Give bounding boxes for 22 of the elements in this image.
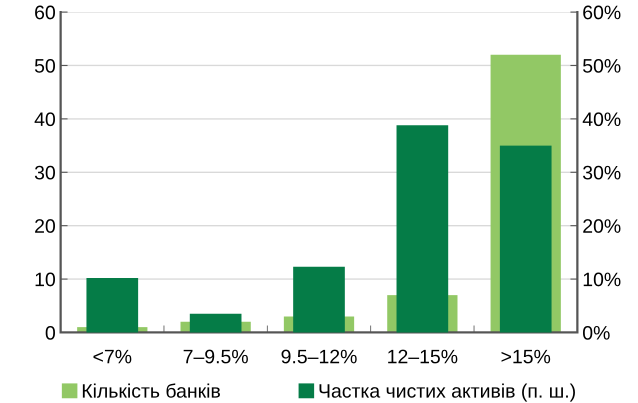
y-tick-label: 60 [35, 6, 55, 20]
y2-tick-label: 60% [583, 6, 620, 20]
y-tick-label: 20 [35, 219, 55, 233]
x-tick-label: >15% [502, 350, 550, 364]
bar [500, 146, 552, 332]
y-tick-label: 30 [34, 166, 55, 180]
legend-label: Кількість банків [82, 383, 220, 398]
y2-tick-label: 50% [583, 58, 620, 73]
x-tick-label: <7% [94, 350, 132, 364]
y2-tick-label: 10% [584, 272, 620, 286]
y2-tick-label: 20% [583, 219, 620, 233]
y2-tick-label: 40% [582, 112, 620, 126]
y2-tick-label: 0% [583, 326, 610, 340]
y-tick-label: 10 [36, 272, 55, 286]
x-tick-label: 7–9.5% [184, 350, 248, 364]
y-tick-label: 0 [46, 326, 55, 340]
x-tick-label: 12–15% [388, 350, 458, 364]
x-tick-label: 9.5–12% [282, 350, 357, 364]
y-tick-label: 40 [34, 112, 55, 126]
y2-tick-label: 30% [582, 166, 620, 180]
legend-label: Частка чистих активів (п. ш.) [320, 383, 575, 402]
y-tick-label: 50 [34, 58, 55, 73]
